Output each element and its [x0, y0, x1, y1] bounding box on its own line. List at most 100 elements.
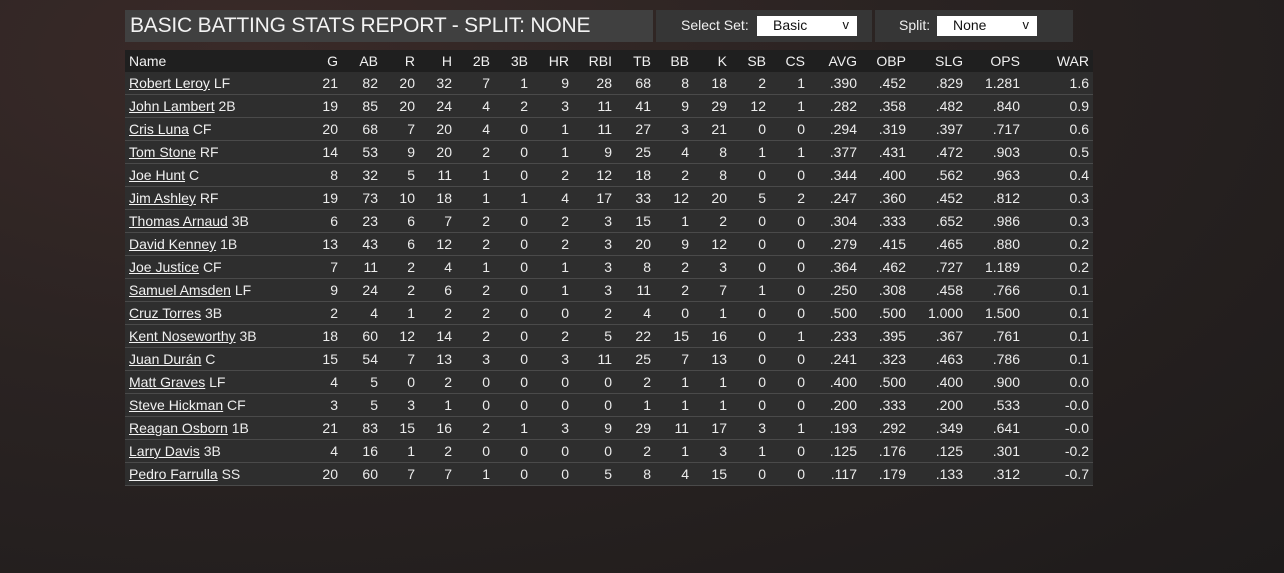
stat-war: 0.1	[1020, 301, 1093, 325]
column-header-ops[interactable]: OPS	[963, 50, 1020, 72]
stat-obp: .323	[857, 347, 906, 371]
column-header-ab[interactable]: AB	[338, 50, 378, 72]
stat-cs: 0	[766, 347, 805, 371]
column-header-slg[interactable]: SLG	[906, 50, 963, 72]
stat-2b: 1	[452, 462, 490, 486]
player-name-link[interactable]: Larry Davis	[129, 443, 200, 459]
column-header-obp[interactable]: OBP	[857, 50, 906, 72]
stat-3b: 0	[490, 232, 528, 256]
stat-tb: 27	[612, 117, 651, 141]
player-cell: Cris Luna CF	[125, 117, 305, 141]
column-header-tb[interactable]: TB	[612, 50, 651, 72]
stat-war: -0.0	[1020, 416, 1093, 440]
stat-avg: .294	[805, 117, 857, 141]
stat-cs: 0	[766, 278, 805, 302]
column-header-war[interactable]: WAR	[1020, 50, 1093, 72]
column-header-hr[interactable]: HR	[528, 50, 569, 72]
stat-cs: 0	[766, 117, 805, 141]
column-header-sb[interactable]: SB	[727, 50, 766, 72]
column-header-name[interactable]: Name	[125, 50, 305, 72]
player-name-link[interactable]: Cruz Torres	[129, 305, 202, 321]
select-set-group: Select Set: Basic v	[656, 10, 872, 42]
player-name-link[interactable]: Reagan Osborn	[129, 420, 228, 436]
stat-g: 2	[305, 301, 338, 325]
column-header-cs[interactable]: CS	[766, 50, 805, 72]
column-header-g[interactable]: G	[305, 50, 338, 72]
stat-2b: 2	[452, 278, 490, 302]
stat-tb: 25	[612, 347, 651, 371]
player-name-link[interactable]: Joe Justice	[129, 259, 200, 275]
column-header-avg[interactable]: AVG	[805, 50, 857, 72]
stat-slg: .562	[906, 163, 963, 187]
stat-obp: .292	[857, 416, 906, 440]
stat-sb: 0	[727, 255, 766, 279]
select-set-dropdown[interactable]: Basic v	[757, 16, 857, 36]
stat-cs: 0	[766, 232, 805, 256]
stat-ops: .903	[963, 140, 1020, 164]
stat-2b: 2	[452, 301, 490, 325]
player-name-link[interactable]: Tom Stone	[129, 144, 196, 160]
stat-cs: 0	[766, 301, 805, 325]
player-cell: Joe Justice CF	[125, 255, 305, 279]
stat-ops: .717	[963, 117, 1020, 141]
column-header-h[interactable]: H	[415, 50, 452, 72]
stat-hr: 0	[528, 301, 569, 325]
stat-h: 7	[415, 462, 452, 486]
stat-slg: .465	[906, 232, 963, 256]
stat-obp: .333	[857, 393, 906, 417]
player-name-link[interactable]: Kent Noseworthy	[129, 328, 236, 344]
stat-obp: .179	[857, 462, 906, 486]
stat-bb: 2	[651, 163, 689, 187]
player-position: RF	[199, 144, 219, 160]
player-name-link[interactable]: Samuel Amsden	[129, 282, 231, 298]
player-name-link[interactable]: David Kenney	[129, 236, 217, 252]
player-name-link[interactable]: Steve Hickman	[129, 397, 224, 413]
table-row: Reagan Osborn 1B 21 83 15 16 2 1 3 9 29 11 17 3 1.193…	[125, 416, 1093, 440]
stat-hr: 2	[528, 324, 569, 348]
column-header-r[interactable]: R	[378, 50, 415, 72]
stat-hr: 3	[528, 347, 569, 371]
stat-h: 12	[415, 232, 452, 256]
stat-avg: .247	[805, 186, 857, 210]
stat-cs: 0	[766, 209, 805, 233]
split-dropdown[interactable]: None v	[937, 16, 1037, 36]
stat-obp: .431	[857, 140, 906, 164]
stat-rbi: 9	[569, 416, 612, 440]
column-header-bb[interactable]: BB	[651, 50, 689, 72]
stat-k: 7	[689, 278, 727, 302]
stat-r: 20	[378, 72, 415, 95]
player-position: CF	[227, 397, 246, 413]
stat-tb: 29	[612, 416, 651, 440]
player-name-link[interactable]: Juan Durán	[129, 351, 202, 367]
player-name-link[interactable]: Joe Hunt	[129, 167, 186, 183]
stat-obp: .358	[857, 94, 906, 118]
player-name-link[interactable]: Cris Luna	[129, 121, 189, 137]
stat-h: 14	[415, 324, 452, 348]
column-header-rbi[interactable]: RBI	[569, 50, 612, 72]
stat-r: 3	[378, 393, 415, 417]
stat-tb: 8	[612, 462, 651, 486]
column-header-3b[interactable]: 3B	[490, 50, 528, 72]
stat-k: 18	[689, 72, 727, 95]
stat-g: 8	[305, 163, 338, 187]
stat-obp: .500	[857, 301, 906, 325]
stat-rbi: 5	[569, 462, 612, 486]
stat-bb: 1	[651, 439, 689, 463]
player-cell: Samuel Amsden LF	[125, 278, 305, 302]
player-name-link[interactable]: Matt Graves	[129, 374, 206, 390]
stat-avg: .250	[805, 278, 857, 302]
stat-avg: .390	[805, 72, 857, 95]
stat-r: 1	[378, 439, 415, 463]
stat-2b: 2	[452, 416, 490, 440]
player-name-link[interactable]: Jim Ashley	[129, 190, 196, 206]
player-name-link[interactable]: Pedro Farrulla	[129, 466, 218, 482]
column-header-2b[interactable]: 2B	[452, 50, 490, 72]
player-name-link[interactable]: Thomas Arnaud	[129, 213, 228, 229]
column-header-k[interactable]: K	[689, 50, 727, 72]
stat-slg: .133	[906, 462, 963, 486]
player-name-link[interactable]: Robert Leroy	[129, 75, 210, 91]
stat-sb: 0	[727, 117, 766, 141]
player-name-link[interactable]: John Lambert	[129, 98, 215, 114]
stat-slg: .452	[906, 186, 963, 210]
stat-obp: .360	[857, 186, 906, 210]
